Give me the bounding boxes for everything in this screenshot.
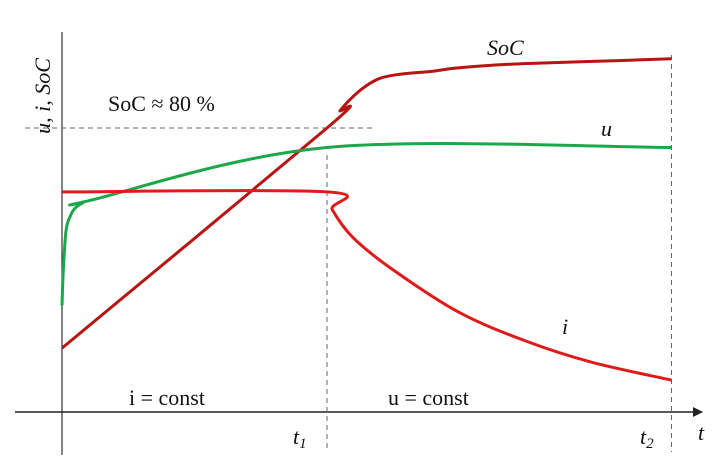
series-label-i: i (562, 314, 568, 339)
x-axis-label: t (698, 420, 705, 445)
series-line-u (60, 142, 672, 306)
series-line-i (61, 189, 672, 382)
phase-label-2: u = const (388, 385, 469, 410)
phase-label-1: i = const (129, 385, 205, 410)
series-line-soc (61, 57, 672, 350)
y-axis-label: u, i, SoC (30, 58, 55, 134)
series-label-u: u (601, 116, 612, 141)
series-label-soc: SoC (487, 35, 524, 60)
x-tick-label-t2: t2 (640, 424, 654, 452)
reference-label: SoC ≈ 80 % (108, 91, 215, 116)
x-tick-label-t1: t1 (293, 424, 307, 452)
